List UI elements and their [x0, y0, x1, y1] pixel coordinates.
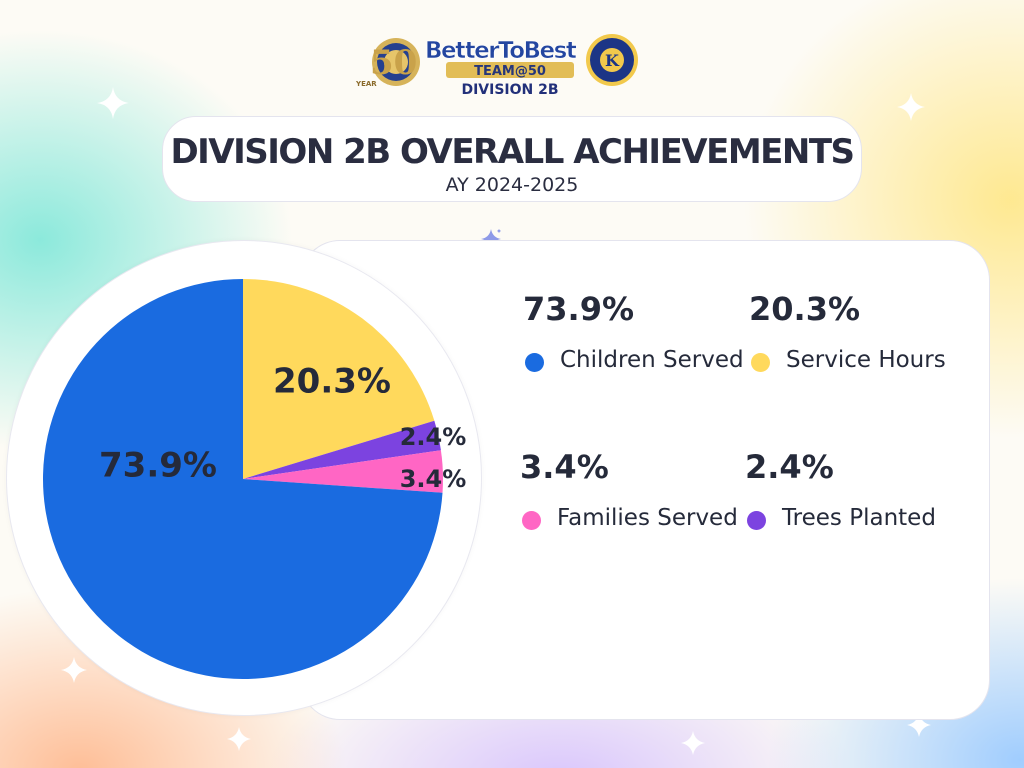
legend-label: Families Served — [557, 505, 738, 531]
sparkle-icon — [481, 229, 501, 249]
legend-dot-icon — [525, 353, 544, 372]
sparkle-icon — [897, 93, 925, 121]
page-title: DIVISION 2B OVERALL ACHIEVEMENTS — [170, 132, 855, 172]
pie-slice-trees-planted — [243, 420, 441, 479]
pie-label-children-served: 73.9% — [99, 446, 217, 486]
svg-text:50: 50 — [370, 43, 417, 83]
page-subtitle: AY 2024-2025 — [445, 174, 579, 196]
pie-label-service-hours: 20.3% — [273, 362, 391, 402]
title-card — [162, 116, 862, 202]
svg-text:YEAR: YEAR — [355, 80, 377, 88]
legend-dot-icon — [747, 511, 766, 530]
pie-label-families-served: 3.4% — [400, 465, 467, 493]
legend-label: Trees Planted — [782, 505, 936, 531]
legend-label: Service Hours — [786, 347, 946, 373]
sparkle-icon — [907, 713, 931, 737]
sparkle-icon — [97, 87, 129, 119]
sparkle-icon — [681, 731, 705, 755]
division-logo: 50 YEAR BetterToBest TEAM@50 DIVISION 2B… — [355, 34, 638, 98]
brand-wordmark: BetterToBest — [425, 38, 577, 64]
legend-value: 3.4% — [520, 448, 609, 486]
pie-slice-families-served — [243, 450, 443, 493]
legend-item-families-served: 3.4% Families Served — [520, 448, 740, 558]
legend-item-trees-planted: 2.4% Trees Planted — [745, 448, 965, 558]
pie-label-trees-planted: 2.4% — [400, 423, 467, 451]
pie-slice-service-hours — [243, 279, 435, 479]
legend-item-children-served: 73.9% Children Served — [523, 290, 744, 400]
anniversary-emblem: 50 YEAR — [355, 38, 420, 88]
team-label: TEAM@50 — [474, 64, 546, 79]
header-logo: 50 YEAR BetterToBest TEAM@50 DIVISION 2B… — [350, 22, 650, 100]
legend-value: 2.4% — [745, 448, 834, 486]
legend-value: 20.3% — [749, 290, 861, 328]
sparkle-icon — [61, 657, 87, 683]
legend-dot-icon — [522, 511, 541, 530]
sparkle-icon — [227, 727, 251, 751]
division-label: DIVISION 2B — [461, 82, 558, 98]
legend-value: 73.9% — [523, 290, 635, 328]
kiwanis-seal: K — [586, 34, 638, 86]
legend-dot-icon — [751, 353, 770, 372]
pie-slice-children-served — [42, 279, 443, 679]
svg-text:K: K — [605, 51, 620, 70]
legend-item-service-hours: 20.3% Service Hours — [749, 290, 969, 400]
legend-label: Children Served — [560, 347, 744, 373]
